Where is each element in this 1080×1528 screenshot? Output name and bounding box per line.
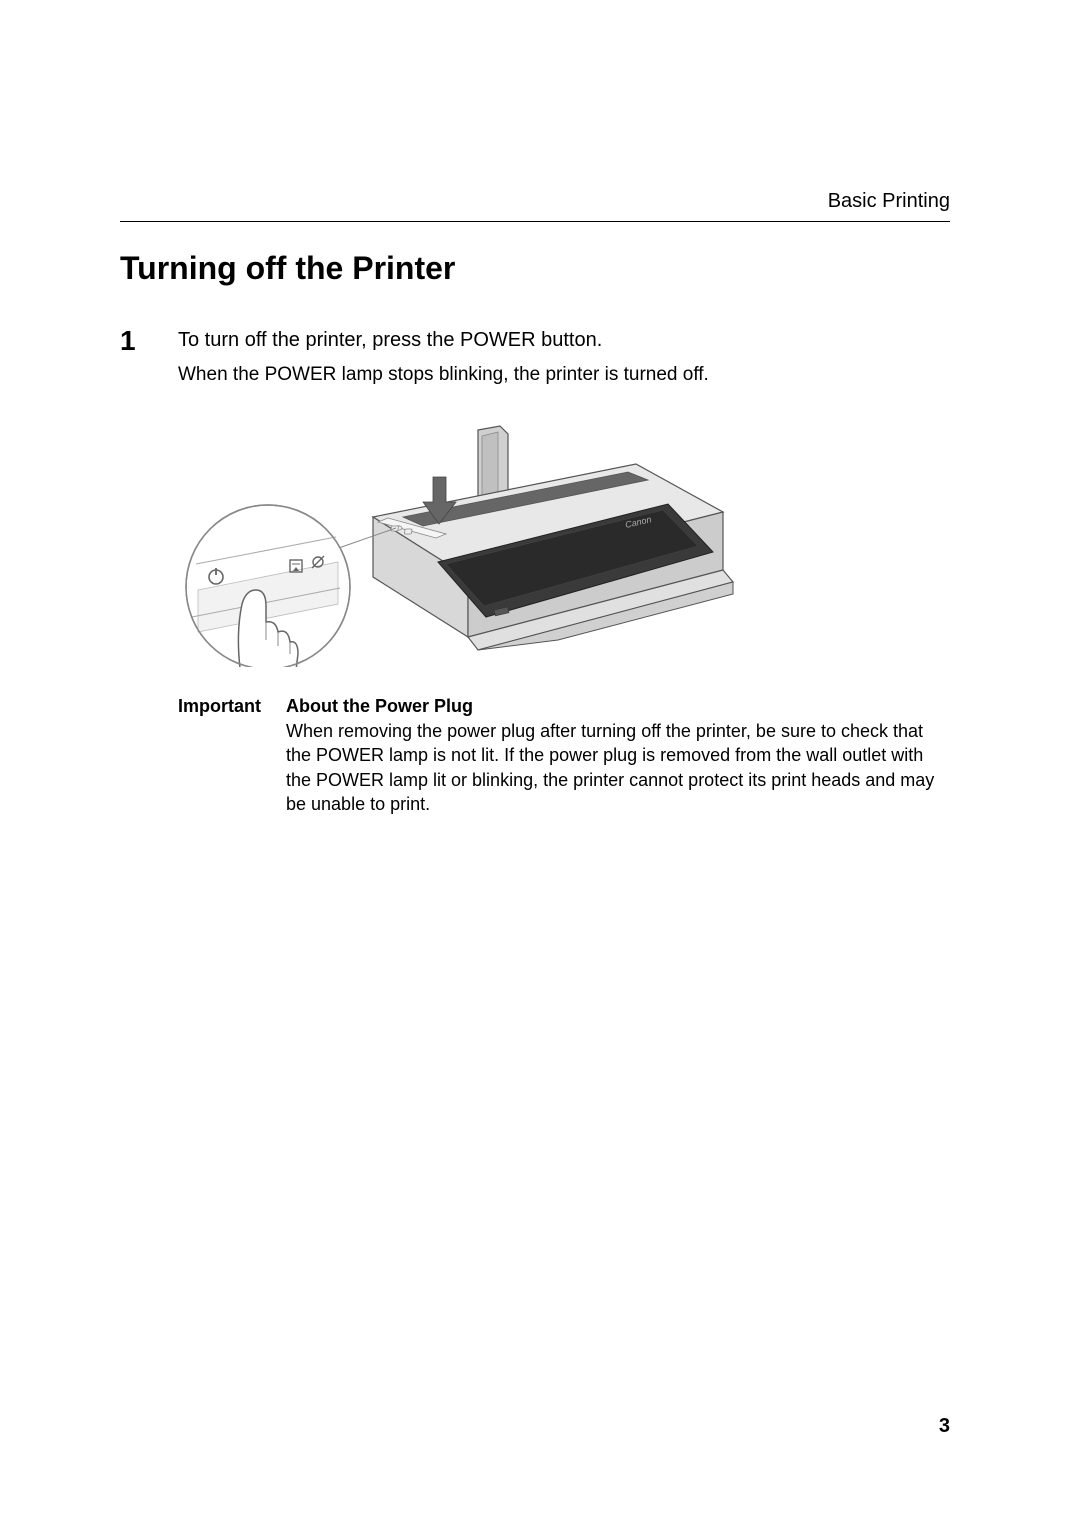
note-label: Important bbox=[178, 696, 286, 816]
printer-body: Canon bbox=[373, 464, 733, 650]
note-heading: About the Power Plug bbox=[286, 696, 950, 717]
page-title: Turning off the Printer bbox=[120, 250, 950, 287]
step-1: 1 To turn off the printer, press the POW… bbox=[120, 325, 950, 410]
step-body: When the POWER lamp stops blinking, the … bbox=[178, 364, 950, 386]
step-heading: To turn off the printer, press the POWER… bbox=[178, 329, 950, 352]
step-number: 1 bbox=[120, 325, 178, 410]
power-button-callout bbox=[186, 505, 396, 667]
section-label: Basic Printing bbox=[828, 190, 950, 212]
important-note: Important About the Power Plug When remo… bbox=[178, 696, 950, 816]
printer-illustration: Canon bbox=[178, 422, 950, 672]
page-number: 3 bbox=[939, 1415, 950, 1438]
header-rule bbox=[120, 221, 950, 222]
note-body: When removing the power plug after turni… bbox=[286, 719, 950, 816]
